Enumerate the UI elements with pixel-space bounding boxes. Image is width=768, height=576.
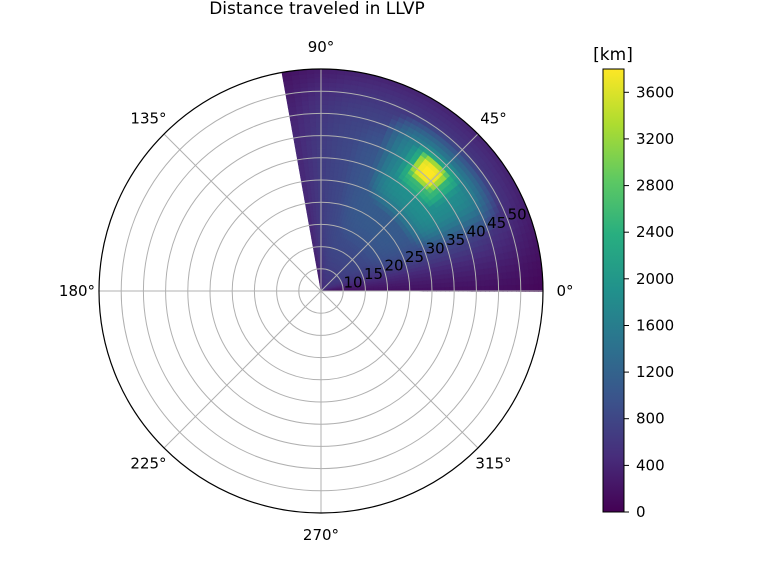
heatmap-cell (307, 215, 312, 222)
r-tick-labels: 10 15 20 25 30 35 40 45 50 (344, 206, 527, 292)
heatmap-cell (309, 229, 314, 235)
theta-tick-label: 0° (556, 282, 573, 300)
polar-axes: 0° 45° 90° 135° 180° 225° 270° 315° 10 15 20 25 30 3… (59, 38, 574, 544)
colorbar-ticks: 0 400 800 1200 1600 2000 2400 2800 3200 3600 (624, 83, 674, 521)
theta-tick-label: 135° (130, 110, 166, 128)
theta-tick-label: 225° (130, 455, 166, 473)
theta-gridline (320, 133, 479, 292)
r-tick-label: 50 (508, 206, 527, 224)
heatmap-cell (306, 211, 312, 218)
theta-gridline (163, 290, 322, 449)
heatmap-cell (313, 251, 317, 257)
heatmap-cell (314, 255, 318, 261)
colorbar-tick-label: 2000 (636, 270, 674, 288)
colorbar-label: [km] (593, 45, 633, 65)
chart-title: Distance traveled in LLVP (209, 0, 425, 19)
colorbar-tick-label: 400 (636, 456, 665, 474)
colorbar-tick-label: 3200 (636, 130, 674, 148)
r-tick-label: 25 (405, 248, 424, 266)
r-tick-label: 40 (467, 223, 486, 241)
theta-gridline (163, 133, 322, 292)
colorbar-tick-label: 1600 (636, 317, 674, 335)
colorbar-tick-label: 3600 (636, 83, 674, 101)
heatmap-cell (316, 268, 319, 274)
colorbar-tick-label: 1200 (636, 363, 674, 381)
polar-axes-frame (98, 68, 544, 514)
theta-tick-labels: 0° 45° 90° 135° 180° 225° 270° 315° (59, 38, 574, 544)
theta-tick-label: 315° (475, 455, 511, 473)
colorbar-tick-label: 2800 (636, 177, 674, 195)
heatmap-cell (311, 237, 315, 244)
colorbar-tick-label: 800 (636, 410, 665, 428)
r-tick-label: 10 (344, 274, 363, 292)
theta-tick-label: 180° (59, 282, 95, 300)
theta-tick-label: 270° (303, 526, 339, 544)
r-tick-label: 35 (446, 231, 465, 249)
r-tick-label: 20 (385, 257, 404, 275)
polar-grid (99, 69, 543, 513)
r-tick-label: 45 (487, 214, 506, 232)
colorbar-tick-label: 2400 (636, 223, 674, 241)
r-tick-label: 15 (364, 265, 383, 283)
colorbar-gradient (602, 68, 625, 513)
r-tick-label: 30 (426, 240, 445, 258)
colorbar-tick-label: 0 (636, 503, 646, 521)
theta-tick-label: 45° (480, 110, 507, 128)
heatmap-cell (310, 233, 315, 239)
theta-gridline (320, 290, 479, 449)
heatmap-cell (315, 264, 319, 270)
theta-tick-label: 90° (308, 38, 335, 56)
colorbar: [km] 0 400 800 1200 1600 2000 2400 2800 3200 3600 (593, 45, 674, 521)
heatmap-cell (315, 259, 318, 266)
